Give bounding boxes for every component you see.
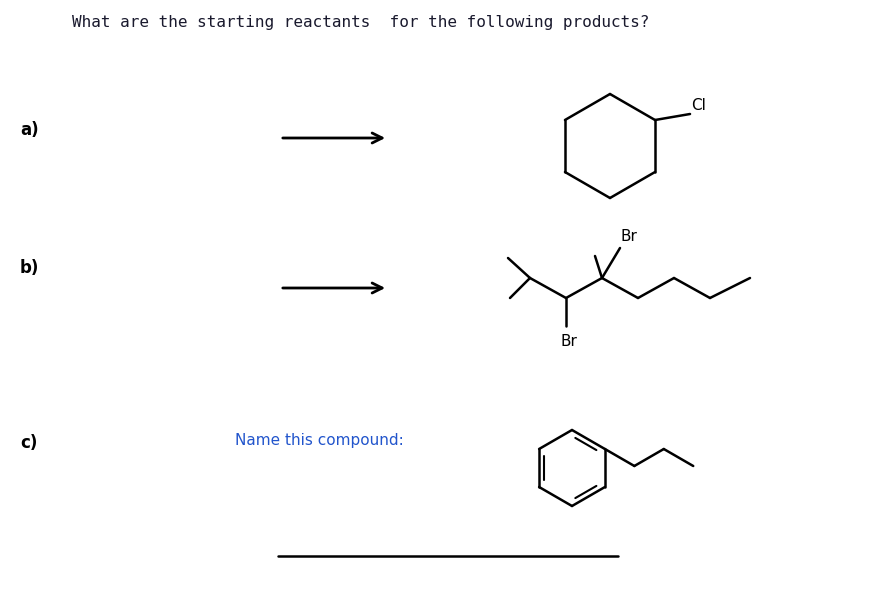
Text: Name this compound:: Name this compound: <box>235 432 404 447</box>
Text: c): c) <box>20 434 37 452</box>
Text: b): b) <box>20 259 39 277</box>
Text: Br: Br <box>560 334 577 349</box>
Text: Cl: Cl <box>691 98 706 113</box>
Text: a): a) <box>20 121 38 139</box>
Text: Br: Br <box>621 229 638 244</box>
Text: What are the starting reactants  for the following products?: What are the starting reactants for the … <box>72 15 650 30</box>
